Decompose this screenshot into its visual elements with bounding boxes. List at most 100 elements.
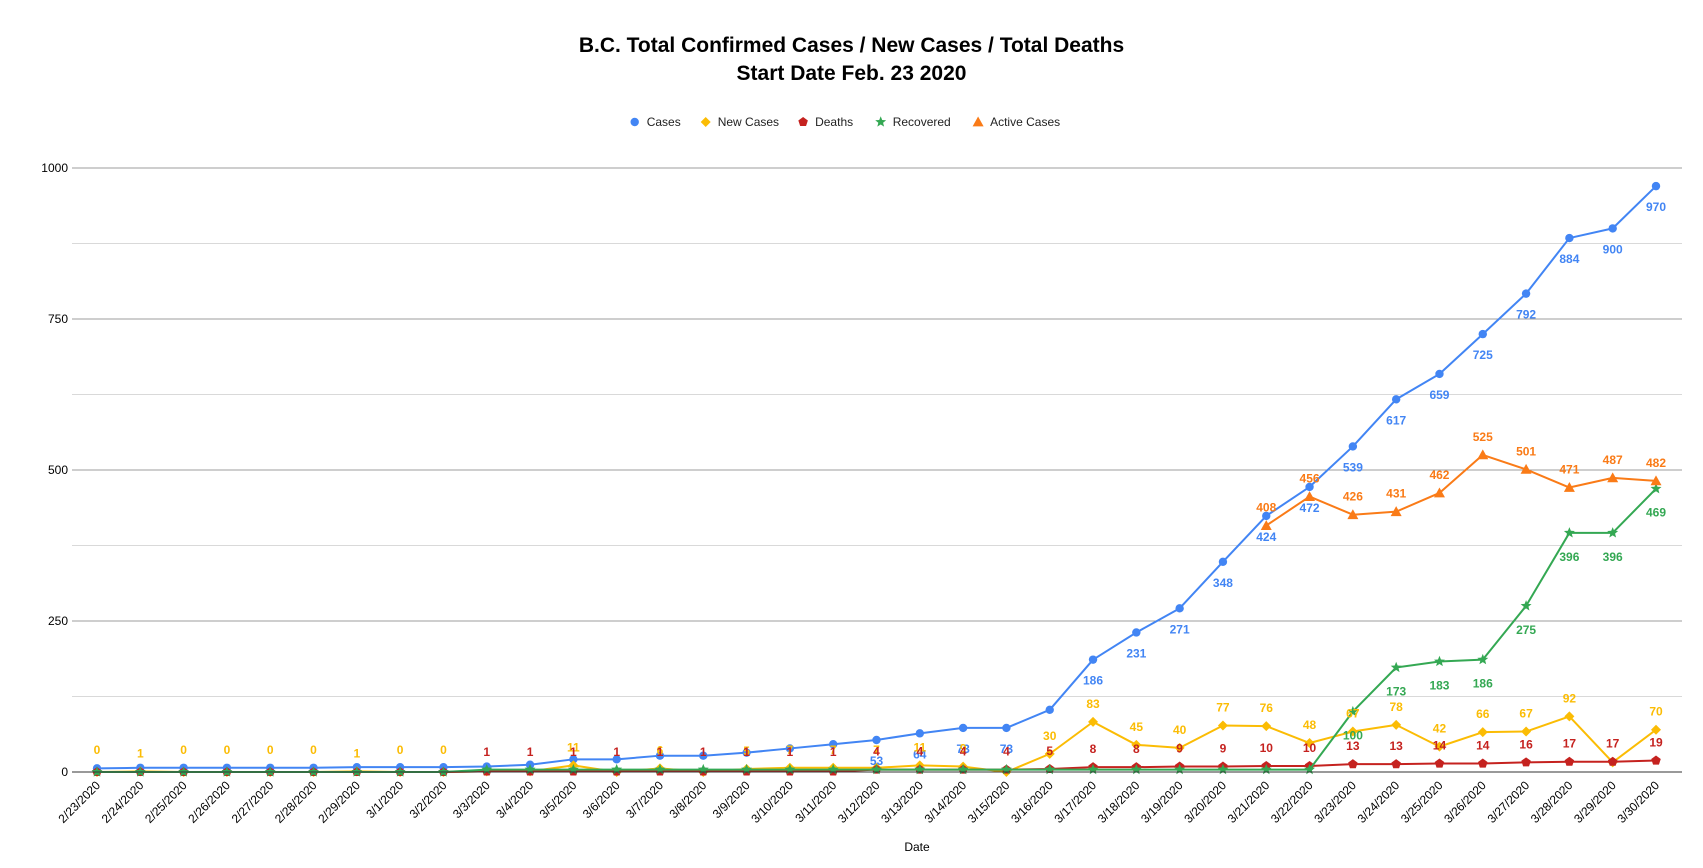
series-line-cases xyxy=(96,185,1657,770)
x-tick-label: 3/3/2020 xyxy=(450,778,493,821)
data-label-new-cases: 0 xyxy=(224,743,231,757)
data-point-recovered xyxy=(1607,527,1619,538)
legend-label-cases: Cases xyxy=(647,115,681,129)
data-label-cases: 900 xyxy=(1603,242,1623,256)
data-point-active-cases xyxy=(1563,482,1575,492)
data-point-active-cases xyxy=(1650,475,1662,486)
data-label-deaths: 9 xyxy=(1176,742,1183,756)
data-label-deaths: 10 xyxy=(1260,741,1274,755)
data-label-new-cases: 11 xyxy=(567,740,580,754)
data-label-cases: 659 xyxy=(1429,388,1449,402)
data-point-active-cases xyxy=(1304,491,1316,501)
y-tick-label: 0 xyxy=(61,765,68,779)
data-point-recovered xyxy=(1650,482,1662,494)
data-label-layer: 53 64 73 7318623127134842447253961765972579… xyxy=(94,200,1667,768)
data-point-cases xyxy=(958,723,968,733)
data-label-deaths: 17 xyxy=(1606,737,1620,751)
data-label-new-cases: 30 xyxy=(1043,729,1057,743)
legend-item-new-cases: New Cases xyxy=(700,115,779,129)
data-label-deaths: 19 xyxy=(1649,736,1663,750)
data-point-recovered xyxy=(1434,655,1445,667)
data-label-deaths: 4 xyxy=(960,745,967,759)
data-point-active-cases xyxy=(1520,463,1532,474)
data-label-deaths: 14 xyxy=(1433,739,1447,753)
data-label-new-cases: 1 xyxy=(353,746,360,760)
data-label-deaths: 17 xyxy=(1563,737,1577,751)
data-label-new-cases: 0 xyxy=(267,743,274,757)
x-tick-label: 3/8/2020 xyxy=(666,778,709,821)
legend-label-active-cases: Active Cases xyxy=(990,115,1060,129)
data-point-cases xyxy=(1608,224,1617,233)
data-point-recovered xyxy=(178,766,190,777)
series-active-cases xyxy=(1260,449,1662,530)
data-label-deaths: 4 xyxy=(916,745,923,759)
legend: Cases New Cases Deaths Recovered Active Case… xyxy=(630,115,1060,129)
y-tick-label: 500 xyxy=(48,463,68,477)
data-point-recovered xyxy=(1174,763,1186,775)
series-layer xyxy=(91,181,1662,777)
data-label-deaths: 1 xyxy=(787,745,794,759)
data-label-new-cases: 77 xyxy=(1216,700,1230,714)
data-label-new-cases: 0 xyxy=(310,743,317,757)
data-label-new-cases: 40 xyxy=(1173,723,1187,737)
data-label-deaths: 1 xyxy=(700,745,707,759)
data-point-deaths xyxy=(1564,756,1575,766)
data-point-cases xyxy=(699,751,708,760)
data-point-new-cases xyxy=(1391,719,1402,730)
x-tick-label: 3/4/2020 xyxy=(493,778,536,821)
data-label-new-cases: 7 xyxy=(873,743,880,757)
data-point-recovered xyxy=(437,766,449,777)
data-point-cases xyxy=(1521,289,1531,298)
data-label-deaths: 13 xyxy=(1389,739,1403,753)
data-label-recovered: 183 xyxy=(1429,678,1449,692)
data-point-recovered xyxy=(1347,705,1359,717)
data-point-new-cases xyxy=(1044,748,1055,759)
data-label-new-cases: 11 xyxy=(913,740,926,754)
data-label-new-cases: 92 xyxy=(1563,691,1577,705)
x-tick-label: 3/17/2020 xyxy=(1051,778,1099,826)
data-point-deaths xyxy=(1521,757,1531,767)
data-label-new-cases: 0 xyxy=(440,743,447,757)
data-point-deaths xyxy=(1478,758,1488,768)
data-label-active-cases: 408 xyxy=(1256,501,1276,515)
data-label-deaths: 4 xyxy=(873,745,880,759)
data-point-active-cases xyxy=(1477,449,1489,460)
x-tick-label: 3/13/2020 xyxy=(878,778,926,826)
data-point-recovered xyxy=(134,766,146,777)
data-point-deaths xyxy=(1607,756,1618,766)
data-point-deaths xyxy=(1651,755,1661,765)
data-label-cases: 884 xyxy=(1559,252,1579,266)
data-label-cases: 424 xyxy=(1256,530,1276,544)
x-tick-label: 2/25/2020 xyxy=(142,778,190,826)
series-cases xyxy=(92,181,1661,773)
x-tick-label: 3/9/2020 xyxy=(710,778,753,821)
data-point-recovered xyxy=(394,766,406,777)
data-point-cases xyxy=(1002,723,1011,733)
data-point-recovered xyxy=(697,763,709,775)
data-point-cases xyxy=(1478,329,1487,339)
data-label-deaths: 1 xyxy=(743,745,750,759)
data-point-recovered xyxy=(264,766,276,777)
legend-item-deaths: Deaths xyxy=(798,115,853,129)
data-label-cases: 73 xyxy=(956,742,970,756)
data-label-new-cases: 76 xyxy=(1260,701,1274,715)
chart-title-block: B.C. Total Confirmed Cases / New Cases /… xyxy=(0,32,1703,88)
data-label-deaths: 9 xyxy=(1220,742,1227,756)
data-point-deaths xyxy=(1434,758,1445,768)
data-label-deaths: 1 xyxy=(483,745,490,759)
chart-subtitle: Start Date Feb. 23 2020 xyxy=(736,62,967,85)
data-label-active-cases: 431 xyxy=(1386,487,1406,501)
data-point-recovered xyxy=(914,763,926,775)
x-tick-label: 3/28/2020 xyxy=(1528,778,1576,826)
data-point-cases xyxy=(828,740,838,749)
x-tick-label: 2/24/2020 xyxy=(99,778,147,826)
x-tick-label: 2/29/2020 xyxy=(315,778,363,826)
data-point-cases xyxy=(1565,233,1574,243)
data-label-cases: 348 xyxy=(1213,576,1233,590)
x-tick-label: 3/23/2020 xyxy=(1311,778,1359,826)
data-point-recovered xyxy=(308,766,319,777)
data-point-recovered xyxy=(1044,763,1056,775)
data-label-recovered: 275 xyxy=(1516,623,1536,637)
data-label-active-cases: 487 xyxy=(1603,453,1623,467)
x-tick-label: 2/26/2020 xyxy=(185,778,233,826)
